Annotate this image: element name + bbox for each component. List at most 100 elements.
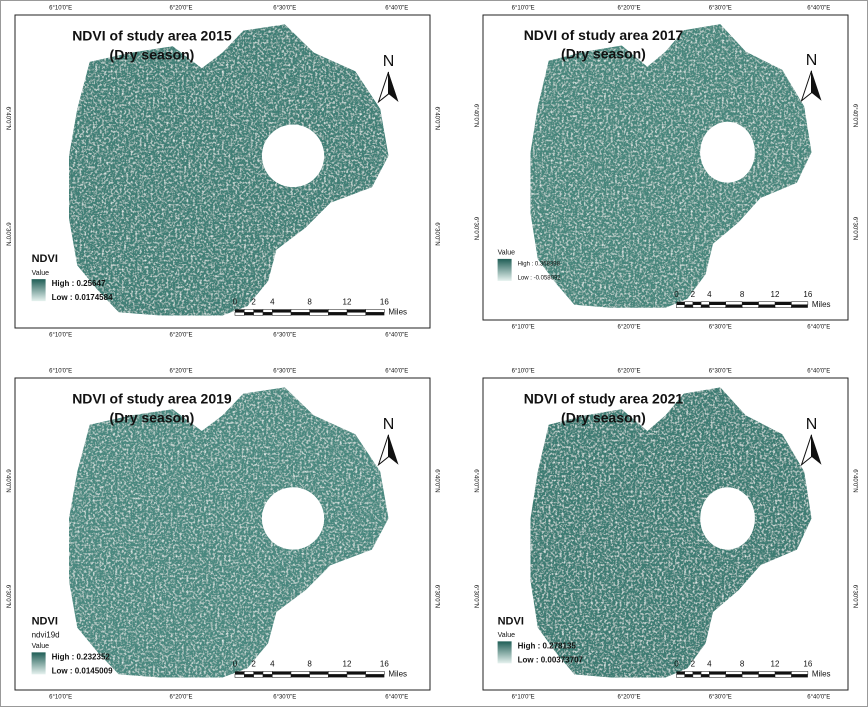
- scale-unit: Miles: [388, 307, 407, 316]
- scale-label: 8: [307, 297, 312, 306]
- scale-segment: [263, 312, 272, 315]
- lake: [700, 487, 755, 549]
- scale-segment: [347, 309, 366, 312]
- coord-label: 6°20'0"E: [617, 369, 640, 375]
- coord-label: 6°30'0"E: [709, 695, 732, 701]
- legend-low: Low : 0.0145009: [52, 666, 113, 675]
- scale-unit: Miles: [812, 670, 831, 679]
- scale-segment: [328, 674, 347, 677]
- coord-label: 6°40'0"E: [385, 369, 408, 375]
- scale-segment: [701, 674, 709, 677]
- coord-label: 6°20'0"E: [169, 6, 192, 12]
- coord-label: 6°40'0"E: [807, 369, 830, 375]
- map-title: NDVI of study area 2021: [524, 391, 684, 407]
- coord-label: 6°10'0"E: [512, 369, 535, 375]
- coord-label: 6°40'0"E: [807, 695, 830, 701]
- scale-segment: [291, 671, 310, 674]
- map-subtitle: (Dry season): [110, 46, 195, 62]
- scale-label: 16: [803, 660, 812, 669]
- map-panel: NDVI of study area 2017(Dry season)NValu…: [472, 6, 857, 331]
- scale-segment: [244, 309, 253, 312]
- scale-unit: Miles: [388, 670, 407, 679]
- scale-label: 8: [740, 290, 745, 299]
- coord-label: 6°10'0"E: [512, 325, 535, 331]
- scale-label: 16: [803, 290, 812, 299]
- scale-segment: [235, 312, 244, 315]
- legend-high: High : 0.278135: [518, 641, 577, 650]
- scale-label: 12: [343, 660, 352, 669]
- scale-label: 2: [691, 290, 696, 299]
- scale-segment: [685, 302, 693, 305]
- scale-segment: [791, 674, 807, 677]
- coord-label: 6°30'0"E: [273, 6, 296, 12]
- coord-label: 6°40'0"N: [433, 469, 439, 492]
- scale-segment: [291, 309, 310, 312]
- scale-segment: [709, 671, 725, 674]
- scale-label: 0: [674, 660, 679, 669]
- scale-segment: [244, 671, 253, 674]
- scale-segment: [759, 305, 775, 308]
- scale-label: 8: [307, 660, 312, 669]
- coord-label: 6°10'0"E: [512, 695, 535, 701]
- coord-label: 6°30'0"N: [433, 585, 439, 608]
- figure: NDVI of study area 2015(Dry season)NNDVI…: [0, 0, 868, 707]
- north-label: N: [383, 416, 395, 433]
- scale-label: 2: [251, 660, 256, 669]
- legend-title: NDVI: [498, 615, 524, 627]
- coord-label: 6°20'0"E: [169, 369, 192, 375]
- scale-segment: [693, 305, 701, 308]
- scale-segment: [235, 671, 244, 674]
- scale-segment: [244, 674, 253, 677]
- scale-segment: [310, 674, 329, 677]
- scale-segment: [791, 302, 807, 305]
- scale-segment: [235, 309, 244, 312]
- scale-segment: [685, 674, 693, 677]
- coord-label: 6°30'0"E: [273, 695, 296, 701]
- legend-ramp: [498, 641, 512, 663]
- map-panel: NDVI of study area 2021(Dry season)NNDVI…: [472, 369, 857, 701]
- coord-label: 6°30'0"N: [851, 217, 857, 240]
- scale-segment: [366, 312, 385, 315]
- scale-segment: [254, 671, 263, 674]
- north-label: N: [806, 52, 818, 69]
- lake: [262, 487, 324, 549]
- scale-segment: [726, 674, 742, 677]
- scale-segment: [791, 671, 807, 674]
- map-title: NDVI of study area 2015: [72, 28, 232, 44]
- coord-label: 6°30'0"E: [273, 369, 296, 375]
- scale-label: 16: [380, 297, 389, 306]
- scale-label: 16: [380, 660, 389, 669]
- scale-segment: [244, 312, 253, 315]
- scale-segment: [709, 674, 725, 677]
- coord-label: 6°40'0"E: [385, 695, 408, 701]
- coord-label: 6°20'0"E: [617, 325, 640, 331]
- scale-segment: [254, 309, 263, 312]
- scale-segment: [775, 302, 791, 305]
- scale-segment: [366, 309, 385, 312]
- scale-segment: [254, 674, 263, 677]
- scale-segment: [272, 671, 291, 674]
- coord-label: 6°40'0"N: [472, 104, 478, 127]
- legend-low: Low : 0.0174584: [52, 293, 113, 302]
- map-subtitle: (Dry season): [110, 409, 195, 425]
- coord-label: 6°10'0"E: [49, 369, 72, 375]
- legend-value-label: Value: [498, 632, 515, 639]
- legend-high: High : 0.25647: [52, 279, 106, 288]
- scale-segment: [693, 671, 701, 674]
- scale-segment: [263, 309, 272, 312]
- coord-label: 6°40'0"N: [851, 104, 857, 127]
- scale-segment: [310, 312, 329, 315]
- scale-segment: [272, 309, 291, 312]
- coord-label: 6°30'0"N: [472, 585, 478, 608]
- scale-segment: [701, 305, 709, 308]
- scale-segment: [310, 671, 329, 674]
- coord-label: 6°10'0"E: [49, 695, 72, 701]
- legend-title: NDVI: [32, 253, 58, 265]
- scale-segment: [310, 309, 329, 312]
- coord-label: 6°20'0"E: [617, 695, 640, 701]
- coord-label: 6°30'0"N: [472, 217, 478, 240]
- coord-label: 6°40'0"E: [385, 333, 408, 339]
- scale-label: 2: [691, 660, 696, 669]
- scale-segment: [685, 305, 693, 308]
- coord-label: 6°30'0"E: [709, 325, 732, 331]
